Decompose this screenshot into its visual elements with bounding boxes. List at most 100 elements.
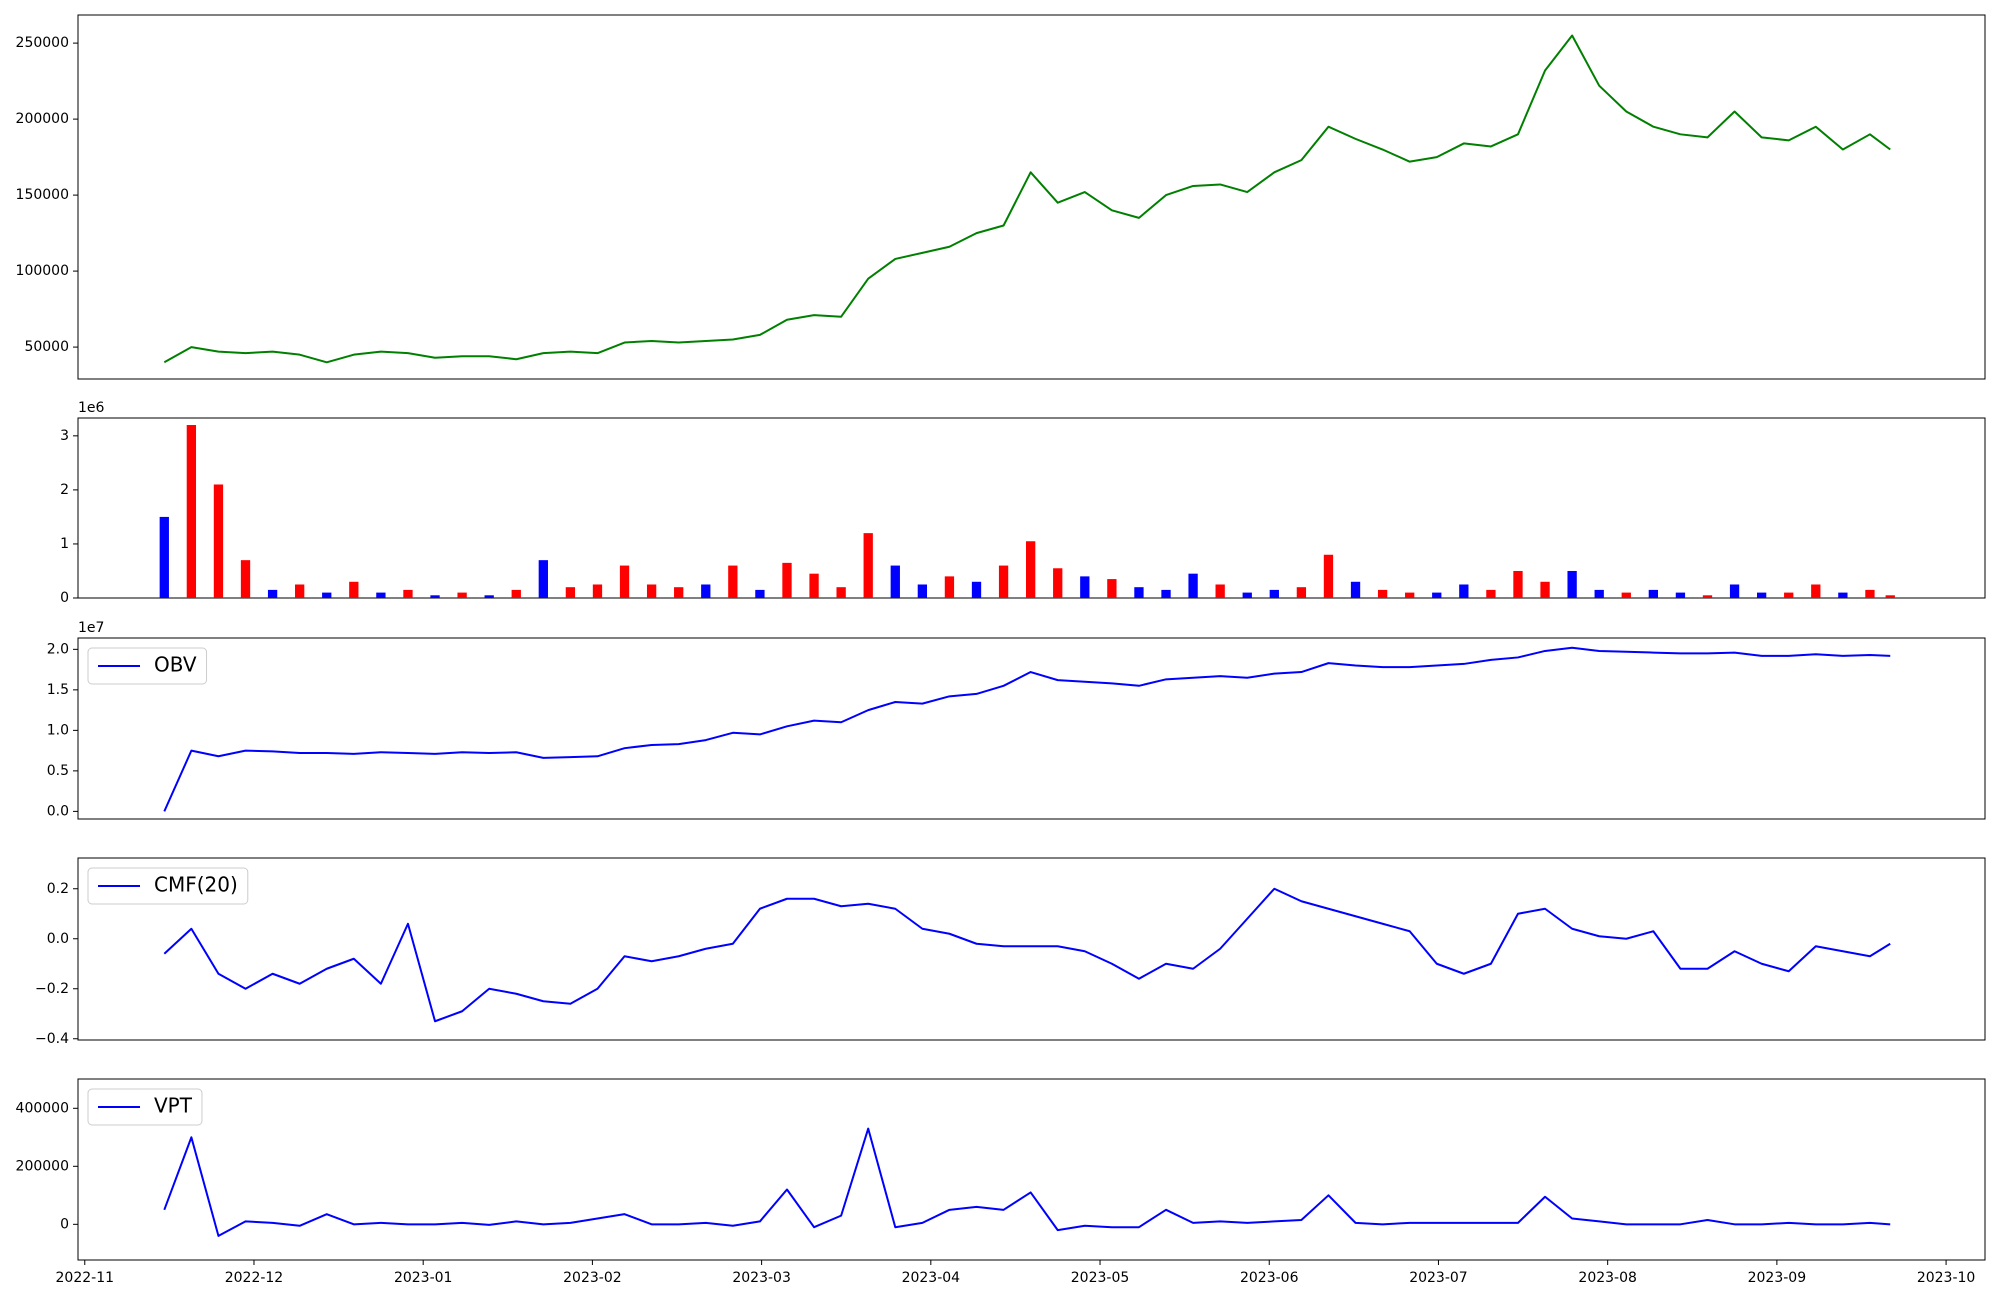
y-tick-label: 0.0	[47, 803, 69, 819]
y-tick-label: 2	[60, 482, 69, 498]
volume-bar	[295, 584, 305, 598]
volume-bar	[619, 565, 630, 598]
volume-bar	[1080, 576, 1090, 598]
y-tick-label: 150000	[16, 187, 69, 203]
x-tick-label: 2023-04	[902, 1270, 961, 1286]
volume-bar	[1296, 587, 1307, 598]
y-tick-label: 2.0	[47, 641, 69, 657]
volume-bar	[213, 484, 224, 598]
volume-bar	[349, 581, 359, 598]
volume-bar	[1053, 568, 1063, 598]
volume-bar	[1567, 570, 1577, 598]
volume-bar	[1350, 581, 1361, 598]
y-tick-label: 0.2	[47, 881, 69, 897]
volume-bar	[1215, 584, 1225, 598]
volume-bar	[1323, 554, 1334, 598]
legend: CMF(20)	[87, 867, 249, 905]
volume-bar	[1459, 584, 1469, 598]
volume-bar	[728, 565, 738, 598]
volume-bar	[646, 584, 657, 598]
panel: 0 1 2 3 1e6	[60, 400, 1986, 606]
volume-bar	[538, 560, 548, 598]
volume-bar	[890, 565, 900, 598]
panel: 50000 100000 150000 200000 250000	[16, 14, 1986, 380]
legend-box	[87, 647, 208, 685]
y-tick-label: −0.4	[35, 1031, 69, 1047]
volume-bar	[484, 595, 494, 598]
legend-box	[87, 867, 249, 905]
volume-bar	[1702, 595, 1713, 598]
volume-bar	[944, 576, 955, 598]
volume-bar	[782, 562, 792, 598]
x-tick-label: 2023-01	[394, 1270, 453, 1286]
axes-frame	[77, 14, 1986, 380]
x-tick-label: 2022-12	[225, 1270, 284, 1286]
series-line	[163, 887, 1891, 1023]
volume-bar	[1675, 592, 1686, 598]
volume-bar	[1377, 589, 1388, 598]
volume-bar	[403, 589, 413, 598]
y-tick-label: 1.5	[47, 682, 69, 698]
volume-bar	[1513, 570, 1523, 598]
volume-bar	[1865, 589, 1875, 598]
x-tick-label: 2023-10	[1917, 1270, 1976, 1286]
panel: 0 200000 400000 2022-11 2022-12 2023-01 2023-0…	[16, 1078, 1986, 1286]
volume-bar	[1594, 589, 1604, 598]
volume-bar	[267, 589, 278, 598]
volume-bar	[1756, 592, 1767, 598]
y-tick-label: 0.0	[47, 931, 69, 947]
volume-bar	[1269, 589, 1279, 598]
volume-bar	[674, 587, 684, 598]
volume-bar	[430, 595, 440, 598]
volume-bar	[971, 581, 982, 598]
volume-bar	[1811, 584, 1821, 598]
legend: OBV	[87, 647, 208, 685]
legend-label: CMF(20)	[154, 873, 238, 897]
axis-offset: 1e7	[78, 620, 104, 636]
volume-bar	[998, 565, 1009, 598]
volume-bar	[322, 592, 332, 598]
panel: 0.0 0.5 1.0 1.5 2.0 1e7 OBV	[47, 620, 1986, 820]
volume-bar	[1161, 589, 1171, 598]
y-tick-label: 1	[60, 536, 69, 552]
volume-bar	[1729, 584, 1740, 598]
y-tick-label: 1.0	[47, 722, 69, 738]
y-tick-label: 3	[60, 428, 69, 444]
y-tick-label: 200000	[16, 1158, 69, 1174]
volume-bar	[1648, 589, 1659, 598]
y-tick-label: 0.5	[47, 763, 69, 779]
series-line	[163, 646, 1891, 812]
axes-frame	[77, 637, 1986, 820]
legend-label: OBV	[154, 653, 197, 677]
volume-bar	[1134, 587, 1144, 598]
volume-bar	[755, 589, 765, 598]
volume-bar	[1432, 592, 1442, 598]
volume-bar	[186, 425, 197, 598]
volume-bar	[701, 584, 711, 598]
y-tick-label: 250000	[16, 35, 69, 51]
y-tick-label: 400000	[16, 1100, 69, 1116]
volume-bar	[1405, 592, 1415, 598]
x-tick-label: 2023-07	[1409, 1270, 1468, 1286]
x-tick-label: 2023-03	[732, 1270, 791, 1286]
volume-bar	[863, 533, 873, 598]
volume-bar	[1540, 581, 1550, 598]
volume-bar	[592, 584, 603, 598]
volume-bar	[240, 560, 251, 598]
panel: −0.4 −0.2 0.0 0.2 CMF(20)	[35, 857, 1986, 1047]
volume-bar	[1885, 595, 1895, 598]
axes-frame	[77, 1078, 1986, 1261]
volume-bar	[809, 573, 819, 598]
legend: VPT	[87, 1088, 203, 1126]
volume-bar	[1242, 592, 1252, 598]
x-tick-label: 2023-02	[563, 1270, 622, 1286]
volume-bar	[159, 516, 169, 598]
x-tick-label: 2022-11	[56, 1270, 115, 1286]
volume-bar	[1486, 589, 1496, 598]
y-tick-label: 100000	[16, 263, 69, 279]
x-tick-label: 2023-06	[1240, 1270, 1299, 1286]
x-tick-label: 2023-08	[1578, 1270, 1637, 1286]
volume-bar	[1107, 579, 1117, 598]
volume-bar	[1621, 592, 1631, 598]
